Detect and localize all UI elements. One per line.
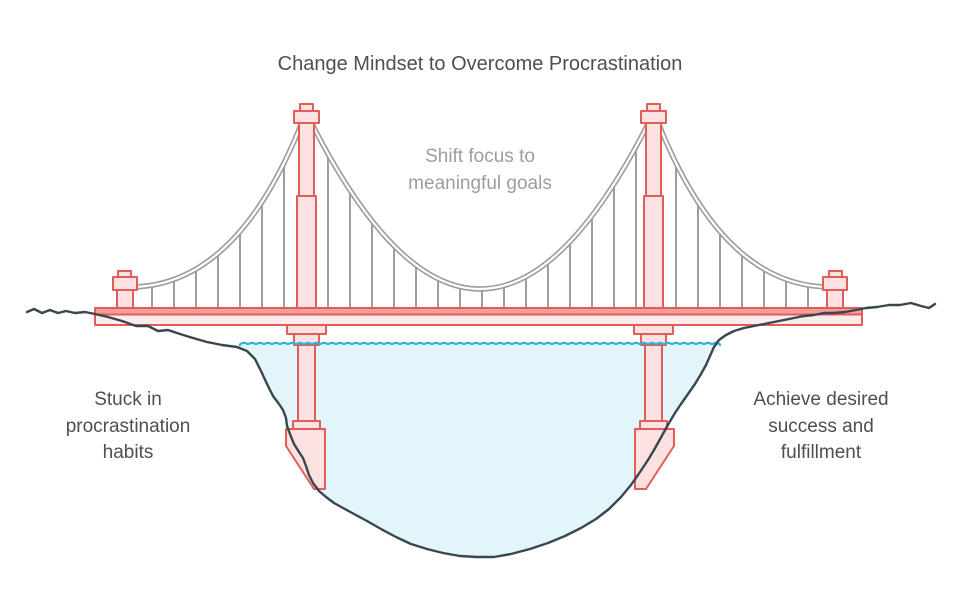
water-body: [237, 341, 719, 557]
right-side-label: Achieve desired success and fulfillment: [753, 389, 889, 463]
left-pier-below-deck: [285, 324, 327, 490]
left-tower-above-deck: [112, 103, 320, 310]
left-side-label: Stuck in procrastination habits: [65, 389, 191, 463]
right-tower-above-deck: [640, 103, 848, 310]
left-foundation: [285, 428, 326, 490]
bridge-deck: [94, 307, 863, 326]
hanger-cables: [151, 147, 809, 309]
water-wave-line: [238, 341, 722, 347]
diagram-title: Change Mindset to Overcome Procrastinati…: [277, 53, 683, 75]
bridge-center-label: Shift focus to meaningful goals: [408, 146, 552, 194]
suspension-cables: [129, 110, 831, 292]
terrain-outline: [25, 301, 937, 559]
